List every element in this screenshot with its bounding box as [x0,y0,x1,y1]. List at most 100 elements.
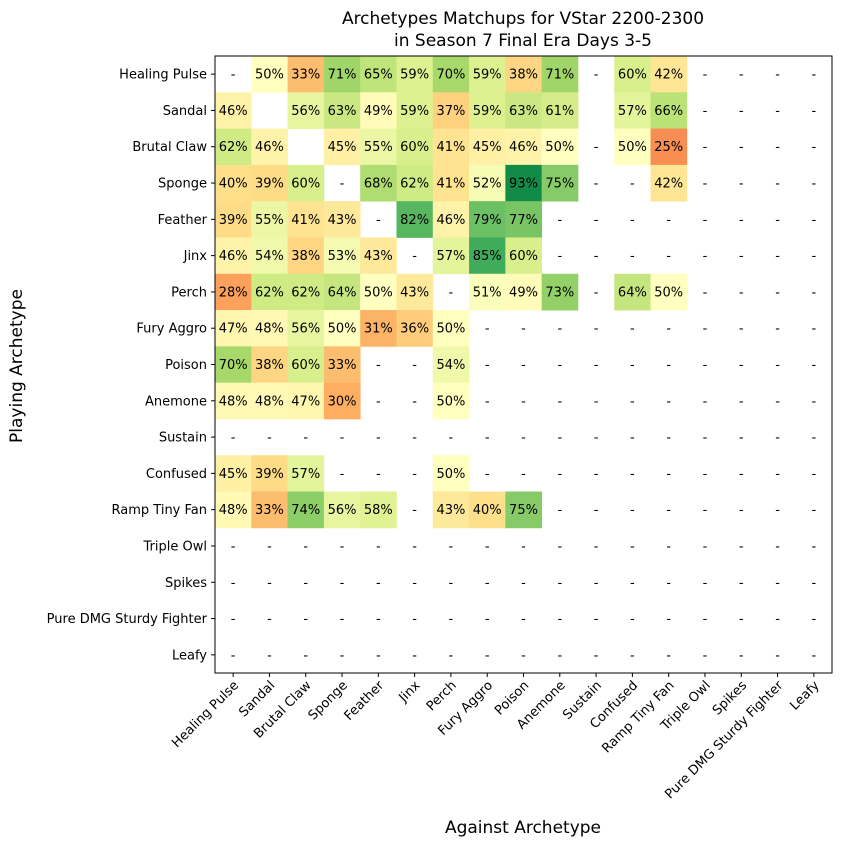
cell-value-label: - [340,431,345,446]
heatmap-cell [215,128,252,166]
cell-value-label: - [739,358,744,373]
cell-value-label: - [231,68,236,83]
cell-value-label: - [739,394,744,409]
chart-title-line1: Archetypes Matchups for VStar 2200-2300 [342,9,704,29]
cell-value-label: - [703,213,708,228]
y-axis-label: Playing Archetype [7,289,27,443]
cell-value-label: - [703,539,708,554]
cell-value-label: - [775,467,780,482]
cell-value-label: 43% [400,285,429,300]
cell-value-label: - [412,467,417,482]
cell-value-label: - [812,68,817,83]
cell-value-label: - [521,394,526,409]
cell-value-label: - [812,503,817,518]
cell-value-label: - [449,285,454,300]
cell-value-label: - [594,503,599,518]
heatmap-cell [251,237,288,275]
heatmap-cell [469,56,506,93]
cell-value-label: 39% [255,177,284,192]
heatmap-cell [469,273,506,311]
cell-value-label: 36% [400,322,429,337]
cell-value-label: 50% [436,394,465,409]
heatmap-cell [432,455,470,492]
heatmap-cell [323,273,361,311]
cell-value-label: - [812,249,817,264]
cell-value-label: 57% [291,467,320,482]
heatmap-cell [396,92,434,129]
heatmap-cell [215,237,252,275]
cell-value-label: - [812,285,817,300]
cell-value-label: - [630,612,635,627]
cell-value-label: 56% [328,503,357,518]
cell-value-label: - [630,503,635,518]
cell-value-label: - [775,503,780,518]
heatmap-cell [360,491,397,529]
cell-value-label: 60% [291,177,320,192]
cell-value-label: - [376,394,381,409]
heatmap-cell-labels: - 50% 33% 71% 65% 59% 70% 59% 38% 71% - 60% 42% - - - - 4… [219,68,817,664]
heatmap-cell [287,382,325,420]
heatmap-cell [614,128,651,166]
cell-value-label: - [412,576,417,591]
y-tick-label: Fury Aggro [136,322,207,337]
cell-value-label: - [812,140,817,155]
cell-value-label: - [739,285,744,300]
heatmap-cell [505,273,543,311]
cell-value-label: - [775,322,780,337]
heatmap-cell [360,237,397,275]
cell-value-label: 50% [545,140,574,155]
cell-value-label: - [521,322,526,337]
cell-value-label: 64% [618,285,647,300]
cell-value-label: 48% [255,394,284,409]
cell-value-label: - [775,358,780,373]
cell-value-label: 47% [219,322,248,337]
cell-value-label: - [376,213,381,228]
cell-value-label: 48% [219,503,248,518]
cell-value-label: - [812,104,817,119]
cell-value-label: - [485,394,490,409]
cell-value-label: - [703,104,708,119]
cell-value-label: - [666,467,671,482]
cell-value-label: - [303,539,308,554]
heatmap-cell [251,455,288,492]
heatmap-cell [432,92,470,129]
cell-value-label: 53% [328,249,357,264]
cell-value-label: - [267,576,272,591]
cell-value-label: - [303,431,308,446]
cell-value-label: 28% [219,285,248,300]
x-tick-label: Feather [342,678,388,724]
heatmap-cell [323,382,361,420]
cell-value-label: 62% [400,177,429,192]
cell-value-label: 51% [473,285,502,300]
y-tick-label: Pure DMG Sturdy Fighter [47,612,208,627]
cell-value-label: - [703,177,708,192]
cell-value-label: 50% [436,322,465,337]
cell-value-label: - [594,431,599,446]
cell-value-label: - [267,431,272,446]
cell-value-label: - [521,612,526,627]
heatmap-cell [323,128,361,166]
cell-value-label: 38% [509,68,538,83]
cell-value-label: 65% [364,68,393,83]
cell-value-label: 41% [436,177,465,192]
cell-value-label: - [594,467,599,482]
heatmap-cell [469,128,506,166]
cell-value-label: - [775,612,780,627]
heatmap-cell [287,273,325,311]
y-tick-label: Sponge [158,177,207,192]
cell-value-label: - [521,431,526,446]
heatmap-cell [287,92,325,129]
y-tick-label: Healing Pulse [119,68,207,83]
cell-value-label: - [812,358,817,373]
heatmap-cell [287,346,325,384]
heatmap-cell [505,491,543,529]
cell-value-label: - [557,394,562,409]
cell-value-label: 75% [545,177,574,192]
cell-value-label: - [521,467,526,482]
cell-value-label: 50% [364,285,393,300]
y-tick-label: Spikes [165,576,207,591]
cell-value-label: - [739,68,744,83]
heatmap-cell [287,201,325,238]
heatmap-cell [432,201,470,238]
cell-value-label: - [485,431,490,446]
